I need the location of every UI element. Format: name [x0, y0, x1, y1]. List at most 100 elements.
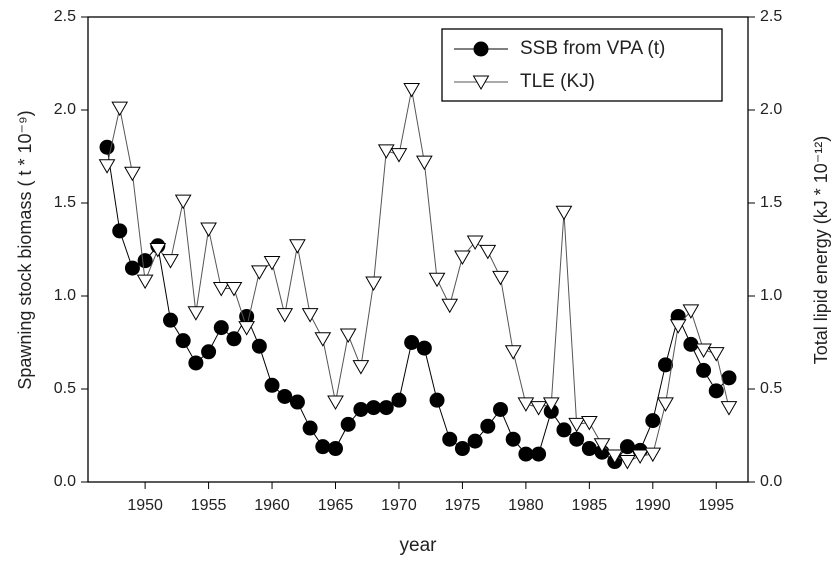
data-point	[480, 418, 496, 434]
y-tick-label: 1.0	[54, 287, 76, 304]
data-point	[415, 155, 433, 171]
series-line	[106, 89, 730, 463]
data-point	[340, 416, 356, 432]
data-point	[556, 422, 572, 438]
x-axis-label: year	[400, 535, 438, 556]
x-tick-label: 1990	[635, 497, 671, 514]
data-point	[124, 166, 141, 182]
data-point	[707, 347, 725, 362]
data-point	[404, 335, 420, 350]
data-point	[466, 235, 484, 251]
data-point	[112, 223, 128, 239]
legend-box	[441, 28, 723, 102]
data-point	[442, 431, 458, 447]
y-tick-label: 1.5	[54, 194, 76, 211]
data-point	[212, 282, 230, 297]
data-point	[657, 397, 674, 412]
data-point	[213, 320, 229, 336]
legend-marker	[473, 41, 489, 57]
data-point	[238, 321, 256, 336]
y2-tick-label: 1.5	[760, 194, 782, 211]
x-tick-label: 1980	[508, 497, 544, 514]
data-point	[111, 101, 129, 117]
data-point	[454, 441, 470, 457]
data-point	[645, 413, 661, 429]
data-point	[352, 360, 370, 375]
data-point	[606, 449, 624, 464]
data-point	[683, 336, 699, 352]
data-point	[416, 340, 432, 356]
data-point	[682, 304, 700, 319]
data-point	[353, 401, 369, 417]
data-point	[174, 194, 192, 210]
legend-label: SSB from VPA (t)	[520, 38, 665, 59]
series-line	[106, 147, 730, 463]
data-point	[302, 420, 318, 436]
data-point	[518, 446, 534, 462]
data-point	[391, 392, 407, 408]
data-point	[187, 306, 205, 321]
data-point	[568, 417, 586, 433]
data-point	[492, 270, 509, 286]
y-tick-label: 0.5	[54, 380, 76, 397]
data-point	[328, 441, 343, 457]
y2-tick-label: 2.0	[760, 101, 782, 118]
x-tick-label: 1955	[191, 497, 227, 514]
data-point	[644, 447, 662, 463]
y-tick-label: 0.0	[54, 473, 76, 490]
data-point	[124, 260, 140, 276]
data-point	[250, 265, 268, 280]
data-point	[454, 250, 471, 265]
data-point	[531, 446, 547, 462]
data-point	[136, 274, 154, 290]
data-point	[289, 394, 305, 410]
data-point	[263, 256, 281, 271]
data-point	[188, 355, 204, 371]
data-point	[365, 276, 382, 291]
data-point	[301, 308, 319, 323]
data-point	[669, 319, 687, 334]
data-point	[276, 308, 294, 323]
legend-marker	[472, 75, 490, 91]
data-point	[175, 333, 191, 349]
data-point	[366, 400, 382, 416]
data-point	[631, 449, 649, 464]
y-axis-label: Spawning stock biomass ( t * 10⁻⁹)	[15, 110, 35, 389]
data-point	[504, 345, 522, 360]
data-point	[200, 222, 217, 238]
x-tick-label: 1950	[127, 497, 163, 514]
data-point	[467, 433, 483, 449]
data-point	[162, 254, 179, 269]
x-tick-label: 1985	[572, 497, 608, 514]
data-point	[619, 455, 636, 470]
data-point	[277, 388, 293, 404]
y-tick-label: 2.0	[54, 101, 76, 118]
data-point	[479, 244, 497, 260]
data-point	[289, 239, 306, 254]
data-point	[721, 370, 737, 386]
data-point	[696, 362, 712, 378]
y2-axis-label: Total lipid energy (kJ * 10⁻¹²)	[811, 136, 831, 365]
x-tick-label: 1995	[698, 497, 734, 514]
data-point	[530, 401, 547, 416]
data-point	[225, 282, 243, 297]
data-point	[314, 332, 332, 347]
data-point	[720, 401, 738, 416]
data-point	[251, 338, 267, 354]
y-tick-label: 2.5	[54, 8, 76, 25]
data-point	[390, 148, 408, 163]
data-point	[403, 83, 421, 98]
x-tick-label: 1965	[318, 497, 354, 514]
data-point	[339, 328, 357, 344]
data-point	[517, 397, 535, 412]
data-point	[315, 439, 331, 455]
data-point	[555, 205, 573, 221]
data-point	[428, 272, 446, 288]
y2-tick-label: 2.5	[760, 8, 782, 25]
x-tick-label: 1975	[445, 497, 481, 514]
data-point	[441, 298, 459, 314]
x-tick-label: 1970	[381, 497, 417, 514]
y2-tick-label: 1.0	[760, 287, 782, 304]
data-point	[493, 401, 508, 417]
